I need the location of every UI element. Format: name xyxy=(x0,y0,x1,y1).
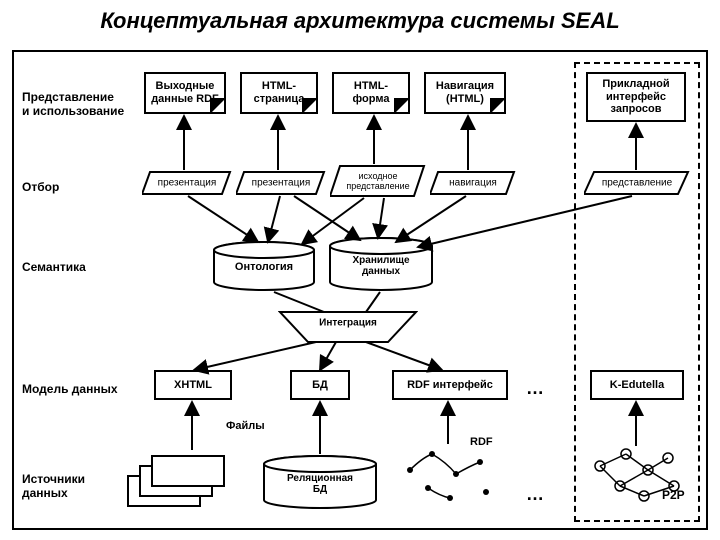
label-store: Хранилище данных xyxy=(328,255,434,277)
trap-integration: Интеграция xyxy=(278,310,418,344)
cyl-ontology: Онтология xyxy=(212,240,316,292)
ellipsis-2: … xyxy=(526,484,547,505)
files-stack xyxy=(124,450,234,519)
row-label-sources: Источники данных xyxy=(22,472,85,500)
label-rdf: RDF xyxy=(470,436,493,448)
label-view: представление xyxy=(584,178,690,189)
row-label-semantics: Семантика xyxy=(22,260,86,274)
trap-pres1: презентация xyxy=(142,170,232,196)
label-reldb: Реляционная БД xyxy=(262,473,378,495)
label-pres2: презентация xyxy=(236,178,326,189)
rdf-network xyxy=(392,440,512,517)
page-title: Концептуальная архитектура системы SEAL xyxy=(0,8,720,34)
label-files: Файлы xyxy=(226,420,265,432)
ellipsis-1: … xyxy=(526,378,547,399)
label-orig-view: исходное представление xyxy=(330,171,426,191)
node-rdf-iface: RDF интерфейс xyxy=(392,370,508,400)
label-p2p: P2P xyxy=(662,488,685,502)
trap-orig-view: исходное представление xyxy=(330,164,426,198)
node-kedutella: K-Edutella xyxy=(590,370,684,400)
label-ontology: Онтология xyxy=(212,261,316,273)
row-label-selection: Отбор xyxy=(22,180,59,194)
trap-nav2: навигация xyxy=(430,170,516,196)
p2p-network xyxy=(586,444,696,519)
row-label-datamodel: Модель данных xyxy=(22,382,118,396)
diagram-frame: Представление и использование Отбор Сема… xyxy=(12,50,708,530)
node-app-iface: Прикладной интерфейс запросов xyxy=(586,72,686,122)
node-xhtml: XHTML xyxy=(154,370,232,400)
label-nav2: навигация xyxy=(430,178,516,189)
cyl-reldb: Реляционная БД xyxy=(262,454,378,510)
node-db: БД xyxy=(290,370,350,400)
trap-pres2: презентация xyxy=(236,170,326,196)
row-label-presentation: Представление и использование xyxy=(22,90,124,118)
cyl-store: Хранилище данных xyxy=(328,236,434,292)
label-integration: Интеграция xyxy=(278,317,418,328)
label-pres1: презентация xyxy=(142,178,232,189)
trap-view: представление xyxy=(584,170,690,196)
